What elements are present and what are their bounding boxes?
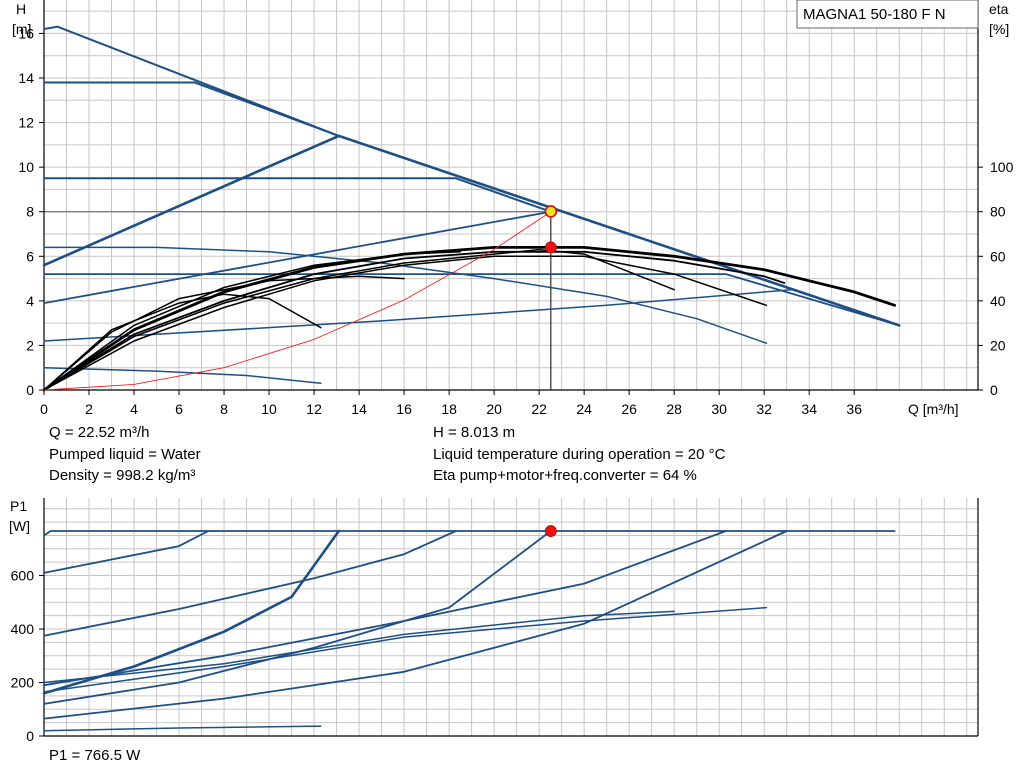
efficiency-curve-line [43,293,322,391]
x-tick-label: 8 [220,401,228,417]
flow-readout: Q = 22.52 m³/h [49,424,150,441]
efficiency-curve-line [43,250,786,391]
x-tick-label: 22 [531,401,547,417]
x-tick-label: 20 [486,401,502,417]
power-curve-line [43,725,322,732]
liquid-temperature-readout: Liquid temperature during operation = 20… [433,446,726,463]
pump-curve-line [43,366,322,385]
x-tick-label: 36 [846,401,862,417]
efficiency-curve-line [43,251,462,391]
y2-tick-label: 80 [990,204,1006,220]
pump-curve-line [43,177,552,213]
pumped-liquid-readout: Pumped liquid = Water [49,446,201,463]
pump-curve-line [43,288,792,342]
efficiency-duty-point [544,241,557,254]
power-curve-line [43,530,457,637]
power-curve-line [43,610,675,684]
pump-curve-line [43,246,768,344]
head-duty-point [544,205,558,218]
efficiency-curve-line [43,255,768,391]
pump-curve-line [43,210,552,305]
y-axis-unit: [m] [12,21,31,37]
y-tick-label: 6 [26,248,34,264]
y-tick-label: 4 [26,293,34,309]
y-tick-label: 10 [18,159,34,175]
p1-y-tick-label: 200 [11,675,35,691]
y-tick-label: 8 [26,204,34,220]
power-curve-line [43,530,788,720]
x-tick-label: 0 [40,401,48,417]
power-duty-point [544,525,557,537]
power-curve-line [43,530,210,574]
title-box [796,0,979,29]
pump-curve-line [43,273,901,327]
x-axis-title: Q [m³/h] [908,401,959,417]
y2-axis-title: eta [989,1,1009,17]
efficiency-curve-line [43,248,675,391]
x-tick-label: 24 [576,401,592,417]
pump-curve-line [43,25,340,137]
x-tick-label: 30 [711,401,727,417]
x-tick-label: 4 [130,401,138,417]
power-readout: P1 = 766.5 W [49,747,141,764]
y2-axis-unit: [%] [989,21,1009,37]
x-tick-label: 34 [801,401,817,417]
p1-axis-title: P1 [10,498,27,514]
x-tick-label: 14 [351,401,367,417]
y-tick-label: 14 [18,70,34,86]
system-curve-line [43,211,552,391]
x-tick-label: 2 [85,401,93,417]
x-tick-label: 18 [441,401,457,417]
y2-tick-label: 40 [990,293,1006,309]
chart-title: MAGNA1 50-180 F N [803,6,946,23]
y2-tick-label: 20 [990,337,1006,353]
pump-curve-line [43,81,340,137]
y-tick-label: 2 [26,337,34,353]
p1-axis-unit: [W] [9,518,30,534]
power-curve-line [43,530,896,537]
x-tick-label: 16 [396,401,412,417]
efficiency-curve-line [42,245,897,392]
efficiency-curve-line [43,275,405,391]
y-axis-title: H [16,1,26,17]
x-tick-label: 12 [306,401,322,417]
x-tick-label: 32 [756,401,772,417]
y-tick-label: 12 [18,115,34,131]
x-tick-label: 28 [666,401,682,417]
x-tick-label: 10 [261,401,277,417]
p1-y-tick-label: 400 [11,621,35,637]
head-readout: H = 8.013 m [433,424,516,441]
power-curve-line [43,530,727,687]
y-tick-label: 0 [26,382,34,398]
x-tick-label: 26 [621,401,637,417]
p1-y-tick-label: 0 [26,728,34,744]
density-readout: Density = 998.2 kg/m³ [49,467,196,484]
efficiency-readout: Eta pump+motor+freq.converter = 64 % [433,467,697,484]
p1-y-tick-label: 600 [11,568,35,584]
y2-tick-label: 0 [990,382,998,398]
y-tick-label: 16 [18,25,34,41]
power-curve-line [43,530,552,705]
y2-tick-label: 60 [990,248,1006,264]
power-curve-line [43,606,768,693]
y2-tick-label: 100 [990,159,1014,175]
x-tick-label: 6 [175,401,183,417]
